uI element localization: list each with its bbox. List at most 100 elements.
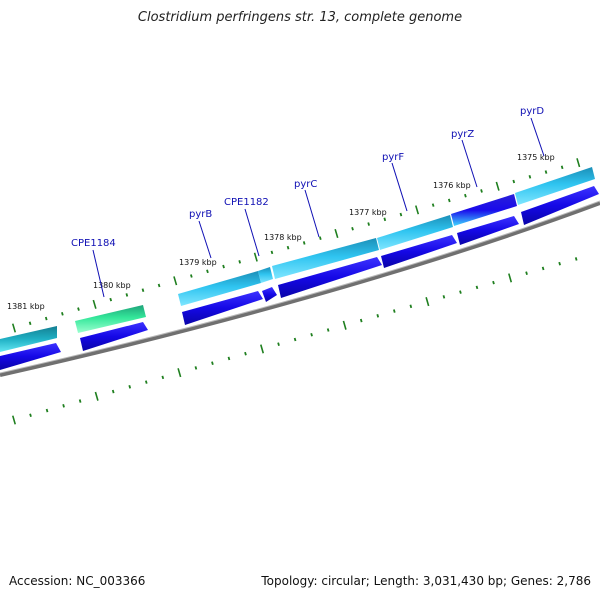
leader-line xyxy=(198,220,212,259)
minor-tick xyxy=(109,297,113,302)
major-tick xyxy=(173,276,178,286)
minor-tick xyxy=(318,236,322,241)
minor-tick xyxy=(77,307,80,311)
feature-block[interactable] xyxy=(178,271,261,306)
gene-label[interactable]: CPE1182 xyxy=(224,197,269,208)
minor-tick xyxy=(525,271,528,275)
minor-tick xyxy=(528,175,532,179)
major-tick xyxy=(495,181,500,191)
minor-tick xyxy=(351,226,354,231)
minor-tick xyxy=(409,304,413,309)
gene-track xyxy=(0,186,599,370)
feature-block[interactable] xyxy=(0,326,57,352)
major-tick xyxy=(334,228,339,239)
minor-tick xyxy=(128,385,132,389)
minor-tick xyxy=(544,170,548,174)
gene-label[interactable]: pyrD xyxy=(520,106,544,117)
gene-arrow[interactable] xyxy=(0,343,61,370)
gene-labels: CPE1184 pyrB CPE1182 pyrC pyrF pyrZ pyrD xyxy=(71,106,544,249)
kbp-label: 1377 kbp xyxy=(349,208,387,217)
minor-tick xyxy=(61,312,64,316)
gene-label[interactable]: pyrB xyxy=(189,209,212,220)
minor-tick xyxy=(227,356,231,361)
minor-tick xyxy=(574,257,578,261)
feature-block[interactable] xyxy=(75,305,146,333)
major-tick xyxy=(415,205,420,215)
minor-tick xyxy=(293,337,297,342)
map-title: Clostridium perfringens str. 13, complet… xyxy=(137,10,463,25)
minor-tick xyxy=(211,361,214,365)
feature-block[interactable] xyxy=(272,238,379,279)
minor-tick xyxy=(206,269,209,274)
major-tick xyxy=(177,368,182,378)
minor-tick xyxy=(111,389,115,394)
gene-arrow-pyrC[interactable] xyxy=(278,257,382,298)
lower-tick-track xyxy=(11,257,578,425)
minor-tick xyxy=(29,413,32,418)
feature-block-pyrZ[interactable] xyxy=(451,194,517,226)
gene-arrow-CPE1184[interactable] xyxy=(80,322,148,351)
minor-tick xyxy=(157,283,161,288)
major-tick xyxy=(11,323,17,333)
minor-tick xyxy=(144,380,148,384)
kbp-label: 1378 kbp xyxy=(264,233,302,242)
feature-block[interactable] xyxy=(515,167,595,205)
kbp-label: 1381 kbp xyxy=(7,302,45,311)
major-tick xyxy=(425,297,430,307)
minor-tick xyxy=(442,295,446,299)
leader-line xyxy=(530,117,545,157)
kbp-label: 1379 kbp xyxy=(179,258,217,267)
minor-tick xyxy=(194,366,198,370)
gene-label[interactable]: pyrF xyxy=(382,152,404,163)
major-tick xyxy=(92,299,97,309)
minor-tick xyxy=(222,264,225,269)
major-tick xyxy=(342,320,347,330)
minor-tick xyxy=(447,198,451,203)
minor-tick xyxy=(558,261,561,266)
genome-backbone-highlight xyxy=(0,200,600,374)
minor-tick xyxy=(78,399,82,403)
minor-tick xyxy=(560,165,564,170)
minor-tick xyxy=(310,332,313,337)
minor-tick xyxy=(326,328,330,332)
gene-label[interactable]: CPE1184 xyxy=(71,238,116,249)
minor-tick xyxy=(459,290,462,294)
feature-block[interactable] xyxy=(377,215,453,250)
minor-tick xyxy=(277,342,280,347)
minor-tick xyxy=(367,222,370,226)
minor-tick xyxy=(302,241,306,245)
gene-arrow-pyrF[interactable] xyxy=(381,235,457,268)
leader-line xyxy=(244,208,260,257)
minor-tick xyxy=(238,260,242,264)
minor-tick xyxy=(480,189,483,193)
minor-tick xyxy=(392,309,396,313)
gene-arrow-pyrB[interactable] xyxy=(182,291,263,325)
gene-label[interactable]: pyrC xyxy=(294,179,317,190)
gene-arrow-pyrD[interactable] xyxy=(521,186,599,225)
gene-arrow-pyrZ[interactable] xyxy=(457,216,519,245)
minor-tick xyxy=(125,293,129,297)
gene-arrow-CPE1182[interactable] xyxy=(262,287,277,302)
gene-label[interactable]: pyrZ xyxy=(451,129,474,140)
minor-tick xyxy=(512,179,516,184)
minor-tick xyxy=(475,285,479,290)
leader-line xyxy=(92,249,105,298)
minor-tick xyxy=(359,318,363,323)
kbp-label: 1376 kbp xyxy=(433,181,471,190)
leader-line xyxy=(461,139,478,188)
minor-tick xyxy=(190,274,193,278)
feature-block[interactable] xyxy=(258,267,273,283)
gene-label-leaders xyxy=(92,117,545,298)
minor-tick xyxy=(62,404,65,408)
minor-tick xyxy=(376,314,380,318)
minor-tick xyxy=(492,280,495,285)
minor-tick xyxy=(244,351,247,356)
kbp-label: 1375 kbp xyxy=(517,153,555,162)
minor-tick xyxy=(383,217,387,222)
minor-tick xyxy=(431,203,435,207)
minor-tick xyxy=(28,321,32,326)
genome-backbone xyxy=(0,201,600,377)
minor-tick xyxy=(44,316,48,321)
kbp-labels: 1381 kbp 1380 kbp 1379 kbp 1378 kbp 1377… xyxy=(7,153,555,311)
